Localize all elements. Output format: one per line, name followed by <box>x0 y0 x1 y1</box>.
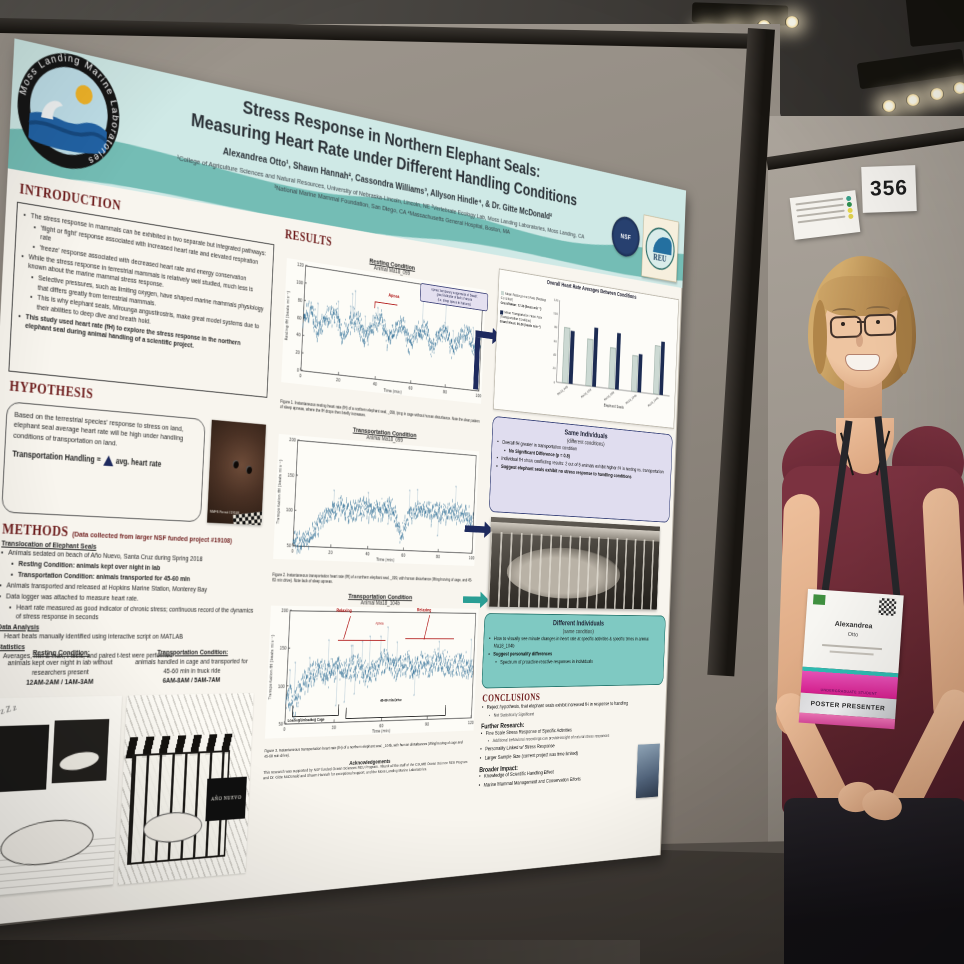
hypothesis-text: Based on the terrestrial species' respon… <box>13 409 184 448</box>
reu-logo: REU <box>641 214 679 283</box>
ceiling-light <box>906 94 920 106</box>
research-poster: Stress Response in Northern Elephant Sea… <box>0 38 687 928</box>
overall-heart-rate-bar-chart <box>545 292 675 416</box>
different-individuals-box: Different Individuals (same condition) H… <box>481 613 666 689</box>
hypothesis-box: Based on the terrestrial species' respon… <box>1 401 206 523</box>
small-side-photo <box>635 743 660 799</box>
dark-window <box>51 718 110 784</box>
seal-in-cage-photo <box>487 516 660 610</box>
header-wave <box>7 120 684 289</box>
ceiling-dark-corner <box>905 0 964 47</box>
yellow-dot <box>848 213 854 219</box>
introduction-box: The stress response in mammals can be ex… <box>8 201 275 398</box>
chart-transport-099: Transportation Condition Animal Ma18_099 <box>273 419 482 571</box>
drive-bracket-label: 45-60 min Drive <box>380 697 402 703</box>
section-hypothesis: HYPOTHESIS <box>9 379 94 403</box>
poster-header: Stress Response in Northern Elephant Sea… <box>7 38 687 289</box>
overall-bar-chart-box: Overall Heart Rate Averages Between Cond… <box>493 268 679 429</box>
green-dot <box>846 201 853 207</box>
sleep-marks: z Z z <box>0 701 18 717</box>
red-bracket <box>337 639 386 642</box>
board-number: 356 <box>869 176 909 201</box>
ceiling-vent <box>691 2 789 26</box>
relaxing-label: Relaxing <box>336 608 353 614</box>
moss-landing-logo: Moss Landing Marine Laboratories <box>14 42 123 179</box>
transport-heart-rate-plot <box>273 433 480 567</box>
bar-chart-legend: Mean Resting Heart Rate (Resting Conditi… <box>499 291 546 330</box>
transportation-condition-block: Transportation Condition: animals handle… <box>134 647 248 685</box>
red-bracket <box>405 638 454 640</box>
floor-dark-strip <box>0 940 640 964</box>
reu-logo-circle: REU <box>644 224 676 273</box>
ano-nuevo-badge: AÑO NUEVO <box>205 776 247 822</box>
session-info-card <box>789 190 861 240</box>
ceiling-light <box>882 100 896 112</box>
figure2-caption: Figure 2. Instantaneous transportation h… <box>272 572 473 584</box>
chart-resting-099: Resting Condition Animal Ma18_099 Apnea:… <box>281 243 489 408</box>
up-arrow-icon <box>102 455 114 467</box>
conclusions-block: CONCLUSIONS Reject hypothesis, that elep… <box>478 688 663 791</box>
loading-bracket <box>292 704 340 718</box>
methods-body: Translocation of Elephant Seals Animals … <box>0 538 262 662</box>
seal-face-photo: NMFS Permit #19108 <box>207 419 267 526</box>
acknowledgements: Acknowledgements This research was suppo… <box>262 758 468 782</box>
resting-condition-block: Resting Condition: animals kept over nig… <box>7 648 113 687</box>
chart-transport-104b: Transportation Condition Animal Ma18_104… <box>264 590 481 743</box>
seal-eye <box>232 459 239 469</box>
ceiling-light <box>930 88 944 100</box>
lab-illustration: z Z z <box>0 695 123 898</box>
conditions-row: Resting Condition: animals kept over nig… <box>0 648 251 688</box>
relaxing-label: Relaxing <box>416 607 432 614</box>
cage-photo-bars <box>487 531 660 610</box>
board-number-sign: 356 <box>861 165 917 213</box>
same-individuals-box: Same Individuals (different conditions) … <box>488 415 673 523</box>
apnea-small-label: Apnea <box>375 621 384 626</box>
ceiling-light <box>785 16 799 28</box>
seal-eye <box>245 465 253 475</box>
poster-3d-wrap: Stress Response in Northern Elephant Sea… <box>0 38 687 928</box>
dark-window <box>0 724 50 793</box>
yellow-dot <box>847 207 853 213</box>
cage-illustration: AÑO NUEVO <box>117 693 254 885</box>
teal-dot <box>845 195 852 201</box>
ceiling-light <box>953 82 964 94</box>
